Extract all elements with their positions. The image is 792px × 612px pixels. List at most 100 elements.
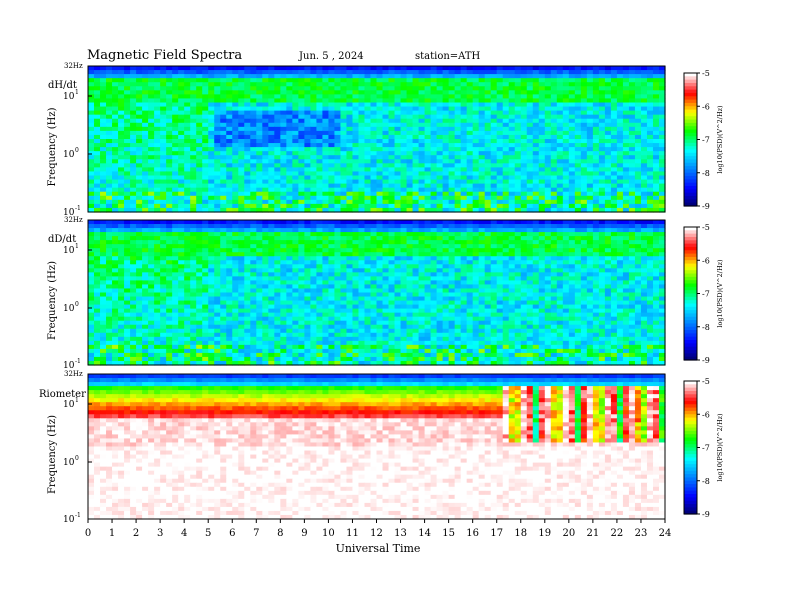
heatmap-cell	[412, 98, 420, 104]
heatmap-cell	[454, 260, 462, 265]
heatmap-cell	[172, 203, 179, 209]
heatmap-cell	[304, 167, 311, 173]
heatmap-cell	[592, 179, 600, 185]
heatmap-cell	[328, 248, 336, 253]
heatmap-cell	[634, 98, 642, 104]
heatmap-cell	[226, 147, 233, 152]
heatmap-cell	[310, 203, 317, 209]
heatmap-cell	[502, 122, 510, 128]
heatmap-cell	[616, 175, 624, 181]
heatmap-cell	[88, 228, 95, 233]
heatmap-cell	[94, 151, 101, 156]
heatmap-cell	[640, 199, 648, 205]
heatmap-cell	[658, 236, 666, 241]
heatmap-cell	[370, 143, 378, 148]
heatmap-cell	[562, 228, 570, 233]
heatmap-cell	[562, 86, 570, 91]
heatmap-cell	[286, 203, 293, 209]
heatmap-cell	[544, 110, 552, 116]
heatmap-cell	[292, 98, 299, 104]
heatmap-cell	[574, 276, 582, 282]
heatmap-cell	[442, 264, 450, 269]
heatmap-cell	[190, 110, 197, 116]
heatmap-cell	[136, 236, 143, 241]
heatmap-cell	[94, 106, 101, 112]
heatmap-cell	[502, 203, 510, 209]
heatmap-cell	[262, 252, 269, 257]
heatmap-cell	[328, 118, 336, 124]
heatmap-cell	[652, 130, 660, 136]
heatmap-cell	[604, 134, 612, 140]
heatmap-cell	[316, 264, 324, 269]
heatmap-cell	[532, 155, 540, 160]
heatmap-cell	[364, 244, 372, 249]
heatmap-cell	[88, 264, 95, 269]
heatmap-cell	[280, 248, 287, 253]
heatmap-cell	[328, 106, 336, 112]
heatmap-cell	[532, 82, 540, 87]
heatmap-cell	[286, 106, 293, 112]
heatmap-cell	[142, 82, 149, 87]
heatmap-cell	[280, 207, 287, 213]
heatmap-cell	[208, 86, 215, 91]
heatmap-cell	[382, 78, 390, 83]
heatmap-cell	[592, 220, 600, 225]
heatmap-cell	[196, 151, 203, 156]
heatmap-cell	[280, 272, 287, 277]
heatmap-cell	[478, 70, 486, 75]
heatmap-cell	[502, 159, 510, 164]
heatmap-cell	[196, 70, 203, 75]
heatmap-cell	[544, 78, 552, 83]
heatmap-cell	[364, 70, 372, 75]
heatmap-cell	[358, 195, 366, 201]
heatmap-cell	[568, 82, 576, 87]
heatmap-cell	[646, 248, 654, 253]
heatmap-cell	[562, 78, 570, 83]
heatmap-cell	[106, 228, 113, 233]
heatmap-cell	[148, 147, 155, 152]
heatmap-cell	[400, 236, 408, 241]
heatmap-cell	[586, 102, 594, 108]
heatmap-cell	[592, 167, 600, 173]
heatmap-cell	[496, 236, 504, 241]
heatmap-cell	[226, 98, 233, 104]
heatmap-cell	[154, 224, 161, 229]
heatmap-cell	[448, 220, 456, 225]
heatmap-cell	[160, 122, 167, 128]
heatmap-cell	[424, 147, 432, 152]
heatmap-cell	[154, 70, 161, 75]
heatmap-cell	[316, 191, 324, 197]
heatmap-cell	[466, 110, 474, 116]
heatmap-cell	[124, 66, 131, 71]
heatmap-cell	[412, 110, 420, 116]
heatmap-cell	[316, 199, 324, 205]
heatmap-cell	[304, 175, 311, 181]
heatmap-cell	[190, 203, 197, 209]
heatmap-cell	[616, 244, 624, 249]
heatmap-cell	[466, 264, 474, 269]
heatmap-cell	[166, 260, 173, 265]
heatmap-cell	[292, 122, 299, 128]
heatmap-cell	[190, 70, 197, 75]
heatmap-cell	[376, 155, 384, 160]
heatmap-cell	[478, 134, 486, 140]
heatmap-cell	[556, 171, 564, 177]
heatmap-cell	[136, 228, 143, 233]
heatmap-cell	[424, 248, 432, 253]
heatmap-cell	[136, 203, 143, 209]
heatmap-cell	[424, 98, 432, 104]
heatmap-cell	[526, 94, 534, 100]
heatmap-cell	[136, 139, 143, 144]
heatmap-cell	[484, 90, 492, 95]
heatmap-cell	[172, 66, 179, 71]
heatmap-cell	[586, 240, 594, 245]
y-tick-exponent: 1	[75, 89, 79, 96]
heatmap-cell	[610, 110, 618, 116]
heatmap-cell	[532, 171, 540, 177]
heatmap-cell	[148, 280, 155, 286]
heatmap-cell	[388, 94, 396, 100]
heatmap-cell	[358, 130, 366, 136]
heatmap-cell	[190, 191, 197, 197]
colorbar-step	[684, 196, 697, 200]
